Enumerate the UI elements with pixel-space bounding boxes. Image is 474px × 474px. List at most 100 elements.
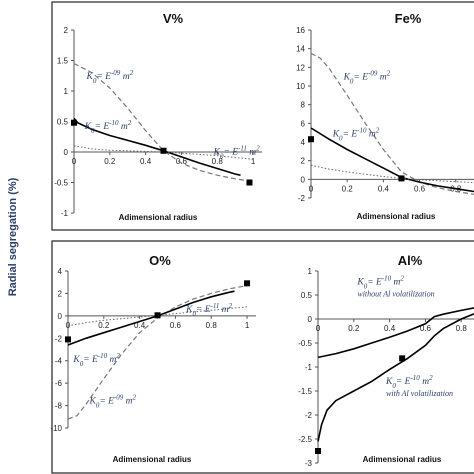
y-tick-label: -0.5: [298, 339, 312, 348]
y-axis-label: Radial segregation (%): [7, 177, 19, 296]
x-tick-label: 0.6: [420, 324, 432, 333]
x-axis-label: Adimensional radius: [357, 212, 436, 221]
x-tick-label: 0.2: [348, 324, 360, 333]
data-marker: [154, 312, 161, 319]
x-axis-label: Adimensional radius: [363, 455, 442, 464]
y-tick-label: 1: [64, 87, 69, 96]
y-tick-label: -1.5: [298, 387, 312, 396]
annotation-note: without Al volatilization: [357, 289, 434, 298]
k0-annotation: K0= E-10 m2: [332, 126, 380, 142]
panel-title: V%: [163, 11, 184, 26]
y-tick-label: 0.5: [301, 291, 313, 300]
panel-title: Fe%: [395, 11, 422, 26]
k0-annotation: K0= E-10 m2: [356, 274, 404, 290]
panel-title: O%: [149, 253, 171, 268]
x-tick-label: 0: [309, 184, 314, 193]
y-tick-label: -2: [298, 194, 306, 203]
y-tick-label: 2: [58, 289, 63, 298]
k0-annotation: K0= E-09 m2: [343, 69, 391, 85]
y-tick-label: 2: [301, 157, 306, 166]
data-marker: [65, 336, 71, 343]
y-tick-label: -3: [305, 459, 313, 468]
y-tick-label: -0.5: [54, 179, 68, 188]
y-tick-label: 14: [296, 45, 305, 54]
y-tick-label: 6: [301, 119, 306, 128]
y-tick-label: 2: [64, 26, 69, 35]
panel-1: V% -1 -0.5 0 0.5 1 1.5 2 0 0.2 0.4 0.6 0.8 1 Adimensio…: [54, 11, 262, 222]
data-marker: [315, 448, 321, 454]
y-tick-label: 8: [301, 101, 306, 110]
annotation-note: with Al volatilization: [386, 389, 453, 398]
y-tick-label: 10: [296, 82, 305, 91]
x-tick-label: 0.6: [170, 321, 182, 330]
y-tick-label: -1: [305, 363, 313, 372]
y-tick-label: 0: [58, 312, 63, 321]
y-tick-label: 0: [308, 315, 313, 324]
k0-annotation: K0= E-10 m2: [72, 352, 120, 368]
panel-title: Al%: [398, 253, 423, 268]
k0-annotation: K0= E-11 m2: [185, 302, 233, 318]
data-marker: [244, 280, 251, 287]
k0-annotation: K0= E-11 m2: [213, 144, 261, 160]
y-tick-label: 1.5: [57, 57, 69, 66]
series-line-3: [310, 164, 474, 184]
y-tick-label: 4: [58, 267, 63, 276]
x-tick-label: 0.8: [456, 324, 468, 333]
y-tick-label: 16: [296, 26, 305, 35]
y-tick-label: 0: [301, 175, 306, 184]
series-line-1: [310, 52, 474, 195]
series-line-1: [73, 62, 248, 182]
y-tick-label: -2: [305, 411, 313, 420]
y-tick-label: -4: [55, 357, 63, 366]
x-tick-label: 0.2: [104, 157, 116, 166]
y-tick-label: -1: [61, 209, 69, 218]
x-tick-label: 0.8: [206, 321, 218, 330]
x-tick-label: 0.2: [342, 184, 354, 193]
data-marker: [71, 119, 77, 126]
x-tick-label: 0.6: [176, 157, 188, 166]
y-tick-label: 0: [64, 148, 69, 157]
series-line-1: [317, 307, 474, 359]
x-tick-label: 0.2: [98, 321, 110, 330]
series-line-2: [317, 312, 474, 442]
top-frame: [51, 1, 474, 231]
x-tick-label: 0.4: [378, 184, 390, 193]
y-tick-label: 0.5: [57, 118, 69, 127]
k0-annotation: K0= E-10 m2: [385, 374, 433, 390]
y-tick-label: 1: [308, 267, 313, 276]
x-tick-label: 0.4: [134, 321, 146, 330]
data-marker: [308, 136, 314, 143]
chart-panels: V% -1 -0.5 0 0.5 1 1.5 2 0 0.2 0.4 0.6 0.8 1 Adimensio…: [50, 11, 474, 468]
series-line-2: [73, 117, 241, 176]
x-tick-label: 0.8: [212, 157, 224, 166]
y-tick-label: -2: [55, 334, 63, 343]
k0-annotation: K0= E-09 m2: [86, 69, 134, 85]
data-marker: [399, 355, 406, 362]
x-axis-label: Adimensional radius: [113, 455, 192, 464]
y-tick-label: -10: [50, 424, 62, 433]
series-line-2: [67, 290, 235, 346]
k0-annotation: K0= E-10 m2: [84, 119, 132, 135]
x-tick-label: 0: [316, 324, 321, 333]
y-tick-label: -2.5: [298, 435, 312, 444]
y-tick-label: -8: [55, 402, 63, 411]
x-axis-label: Adimensional radius: [119, 213, 198, 222]
y-tick-label: -6: [55, 379, 63, 388]
data-marker: [160, 147, 167, 154]
data-marker: [398, 175, 405, 182]
k0-annotation: K0= E-09 m2: [88, 393, 136, 409]
data-marker: [246, 179, 253, 186]
x-tick-label: 1: [245, 321, 250, 330]
bottom-frame: [51, 240, 474, 474]
x-tick-label: 0: [72, 157, 77, 166]
y-tick-label: 4: [301, 138, 306, 147]
x-tick-label: 0.6: [414, 184, 426, 193]
x-tick-label: 0.4: [140, 157, 152, 166]
panel-4: Al% -3 -2.5 -2 -1.5 -1 -0.5 0 0.5 1 0 0.2 0.4 0.6 0.8 A…: [298, 253, 474, 468]
y-tick-label: 12: [296, 63, 305, 72]
x-tick-label: 1: [251, 157, 256, 166]
x-tick-label: 0.4: [384, 324, 396, 333]
